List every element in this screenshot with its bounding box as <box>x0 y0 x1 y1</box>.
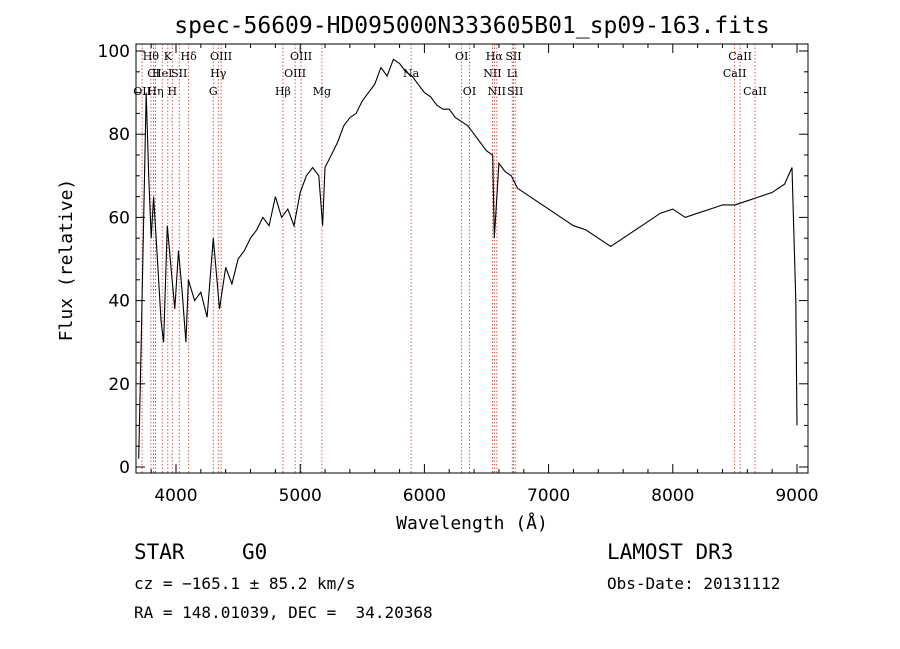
y-tick-label: 0 <box>119 458 130 478</box>
x-tick-label: 7000 <box>527 486 570 506</box>
y-tick-label: 80 <box>108 125 130 145</box>
y-tick-label: 100 <box>98 42 130 62</box>
line-label-sii: SII <box>507 85 523 98</box>
line-label-hδ: Hδ <box>181 50 198 63</box>
line-label-hei: HeI <box>152 67 172 80</box>
line-label-hγ: Hγ <box>210 67 227 80</box>
x-axis-label: Wavelength (Å) <box>396 512 548 534</box>
line-label-g: G <box>209 85 218 98</box>
spectral-line-labels: HθCIOIIHηHeIKHSIIHδGHγOIIIHβOIIIOIIIMgNa… <box>133 50 767 98</box>
line-label-k: K <box>164 50 173 63</box>
x-tick-label: 4000 <box>154 486 197 506</box>
plot-frame <box>135 43 809 474</box>
object-class: STAR <box>134 540 185 564</box>
line-label-hθ: Hθ <box>143 50 160 63</box>
observation-date: Obs-Date: 20131112 <box>607 574 781 593</box>
chart-title: spec-56609-HD095000N333605B01_sp09-163.f… <box>174 13 769 39</box>
flux-series-line <box>138 58 798 459</box>
line-label-li: Li <box>507 67 518 80</box>
line-label-na: Na <box>403 67 420 80</box>
redshift-cz: cz = −165.1 ± 85.2 km/s <box>134 574 356 593</box>
y-tick-label: 20 <box>108 375 130 395</box>
y-axis-label: Flux (relative) <box>56 179 77 342</box>
coordinates: RA = 148.01039, DEC = 34.20368 <box>134 603 433 622</box>
line-label-hα: Hα <box>486 50 504 63</box>
spectral-line-markers <box>141 44 756 473</box>
line-label-oiii: OIII <box>210 50 232 63</box>
line-label-sii: SII <box>171 67 187 80</box>
y-tick-label: 40 <box>108 292 130 312</box>
line-label-oiii: OIII <box>284 67 306 80</box>
line-label-caii: CaII <box>728 50 752 63</box>
line-label-nii: NII <box>483 67 501 80</box>
line-label-caii: CaII <box>723 67 747 80</box>
survey-name: LAMOST DR3 <box>607 540 734 564</box>
object-subclass: G0 <box>242 540 268 564</box>
line-label-oi: OI <box>455 50 468 63</box>
x-tick-label: 9000 <box>775 486 818 506</box>
x-tick-label: 8000 <box>651 486 694 506</box>
line-label-hη: Hη <box>147 85 163 98</box>
y-tick-label: 60 <box>108 208 130 228</box>
line-label-oi: OI <box>463 85 476 98</box>
line-label-mg: Mg <box>313 85 331 98</box>
line-label-sii: SII <box>505 50 521 63</box>
axis-ticks: 4000 5000 6000 7000 8000 9000 0 20 40 60 80 100 <box>98 42 819 506</box>
line-label-oiii: OIII <box>290 50 312 63</box>
line-label-ci: CI <box>147 67 160 80</box>
x-tick-label: 6000 <box>403 486 446 506</box>
line-label-hβ: Hβ <box>275 85 291 98</box>
line-label-nii: NII <box>488 85 506 98</box>
x-tick-label: 5000 <box>279 486 322 506</box>
line-label-h: H <box>167 85 177 98</box>
line-label-caii: CaII <box>743 85 767 98</box>
